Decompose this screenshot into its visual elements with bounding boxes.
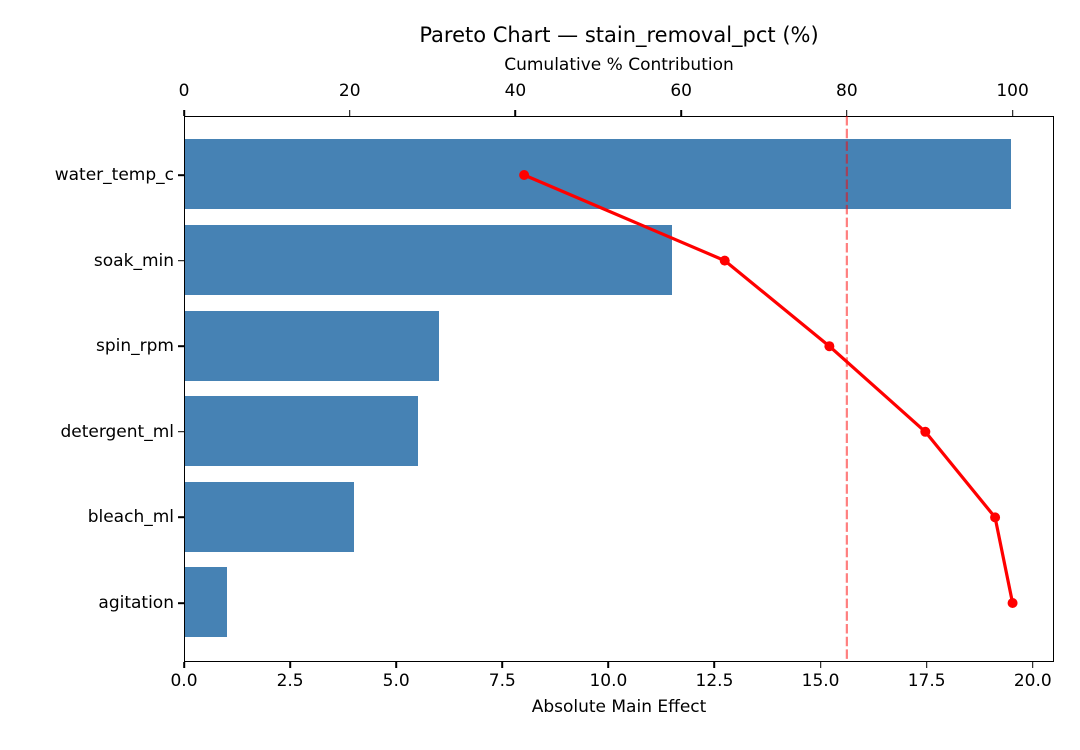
bottom-tick-mark [1031,662,1034,668]
y-axis-category-labels: water_temp_c soak_min spin_rpm detergent_ml… [0,116,174,662]
top-tick-mark [514,110,517,116]
bottom-tick-mark [713,662,716,668]
top-tick-mark [1011,110,1014,116]
top-tick-label: 20 [338,81,361,101]
bottom-tick-mark [819,662,822,668]
category-label-soak_min: soak_min [93,250,174,271]
bottom-axis-tick-labels: 0.0 2.5 5.0 7.5 10.0 12.5 15.0 17.5 20.0 [170,671,1054,691]
category-label-spin_rpm: spin_rpm [96,336,174,357]
y-axis-tick-marks [178,116,184,662]
bottom-tick-label: 10.0 [589,671,628,691]
y-tick-mark [178,174,184,176]
top-tick-label: 0 [178,81,190,101]
top-tick-label: 100 [996,81,1029,101]
top-tick-label: 80 [836,81,858,101]
category-label-agitation: agitation [98,593,174,613]
top-tick-mark [348,110,351,116]
bottom-tick-label: 15.0 [801,671,840,691]
top-tick-mark [183,110,185,116]
top-axis-tick-marks [183,110,1054,116]
bar-spin_rpm [185,310,440,381]
bar-agitation [185,567,228,638]
chart-title: Pareto Chart — stain_removal_pct (%) [419,23,819,47]
bottom-tick-label: 12.5 [695,671,734,691]
bottom-tick-label: 7.5 [488,671,516,691]
plot-area [184,116,1054,662]
bottom-tick-mark [395,662,397,668]
bottom-tick-label: 20.0 [1013,671,1052,691]
category-label-bleach_ml: bleach_ml [87,507,174,528]
bar-bleach_ml [185,481,355,552]
y-tick-mark [178,516,184,519]
bottom-tick-mark [607,662,610,668]
y-tick-mark [178,431,184,433]
bottom-tick-mark [289,662,291,668]
bottom-tick-mark [925,662,928,668]
bottom-tick-mark [183,662,185,668]
bottom-axis-tick-marks [183,662,1054,668]
y-tick-mark [178,602,184,604]
y-tick-mark [178,345,184,347]
bar-detergent_ml [185,396,418,467]
bottom-tick-label: 2.5 [276,671,304,691]
top-axis-tick-labels: 0 20 40 60 80 100 [179,81,1054,101]
top-tick-label: 40 [504,81,527,101]
category-label-detergent_ml: detergent_ml [60,421,174,442]
bottom-tick-label: 5.0 [382,671,410,691]
top-axis-label: Cumulative % Contribution [504,55,734,75]
bar-soak_min [185,225,672,295]
top-tick-mark [846,110,848,116]
bottom-tick-mark [501,662,504,668]
bar-water_temp_c [185,139,1011,210]
top-tick-mark [680,110,682,116]
y-tick-mark [178,259,184,262]
bottom-tick-label: 0.0 [170,671,198,691]
bottom-axis-label: Absolute Main Effect [531,697,707,717]
top-tick-label: 60 [670,81,692,101]
category-label-water_temp_c: water_temp_c [54,165,174,185]
bottom-tick-label: 17.5 [907,671,946,691]
